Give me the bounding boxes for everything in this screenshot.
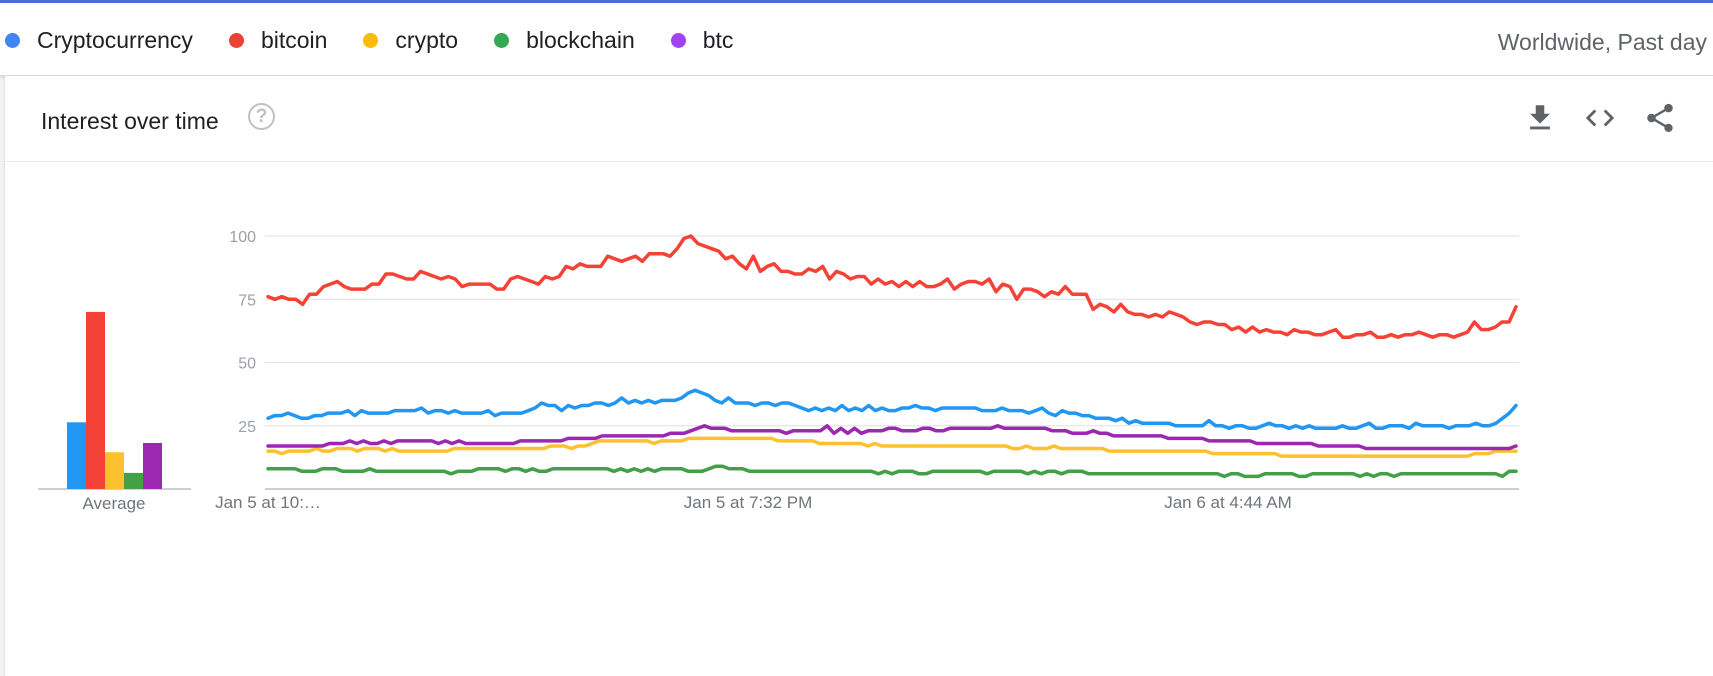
y-tick-label: 75 <box>238 292 256 309</box>
embed-code-icon[interactable] <box>1583 101 1617 135</box>
legend-item-crypto[interactable]: crypto <box>363 25 458 55</box>
legend-dot-icon <box>494 32 510 48</box>
legend-dot-icon <box>363 32 379 48</box>
x-tick-label: Jan 6 at 4:44 AM <box>1164 493 1292 512</box>
series-line-bitcoin <box>266 234 1518 339</box>
series-line-blockchain <box>266 464 1518 479</box>
legend-item-blockchain[interactable]: blockchain <box>494 25 635 55</box>
average-bar-crypto <box>105 452 124 489</box>
download-icon[interactable] <box>1523 101 1557 135</box>
legend-label: btc <box>702 27 734 53</box>
legend: Cryptocurrency bitcoin crypto blockchain… <box>5 25 769 55</box>
legend-label: crypto <box>395 27 459 53</box>
region-timeframe-label[interactable]: Worldwide, Past day <box>1497 29 1707 55</box>
y-tick-label: 50 <box>238 356 256 373</box>
legend-label: blockchain <box>526 27 635 53</box>
average-bar-cryptocurrency <box>67 422 86 489</box>
x-tick-label: Jan 5 at 10:… <box>215 493 321 512</box>
top-accent-bar <box>0 0 1713 3</box>
card-header: Interest over time ? <box>5 76 1713 162</box>
average-bar-btc <box>143 443 162 489</box>
x-tick-label: Jan 5 at 7:32 PM <box>684 493 813 512</box>
legend-item-cryptocurrency[interactable]: Cryptocurrency <box>5 25 193 55</box>
legend-dot-icon <box>670 32 686 48</box>
legend-dot-icon <box>228 32 244 48</box>
chart-area: Average 25 50 75 100 Jan 5 at 10:… Jan 5 at 7:… <box>38 229 1519 513</box>
legend-bar: Cryptocurrency bitcoin crypto blockchain… <box>0 3 1713 76</box>
legend-item-btc[interactable]: btc <box>670 25 734 55</box>
legend-label: bitcoin <box>260 27 328 53</box>
y-tick-label: 25 <box>238 419 256 436</box>
series-line-cryptocurrency <box>266 388 1518 431</box>
legend-item-bitcoin[interactable]: bitcoin <box>228 25 328 55</box>
average-label: Average <box>82 494 145 513</box>
share-icon[interactable] <box>1643 101 1677 135</box>
interest-over-time-card: Interest over time ? Average 25 50 75 100 Jan… <box>5 76 1713 676</box>
legend-label: Cryptocurrency <box>37 27 193 53</box>
average-bar-blockchain <box>124 472 143 489</box>
help-circle-icon[interactable]: ? <box>248 103 275 130</box>
y-tick-label: 100 <box>229 229 256 246</box>
average-bar-bitcoin <box>86 311 105 489</box>
series-line-btc <box>266 424 1518 451</box>
card-title: Interest over time <box>41 108 219 134</box>
legend-dot-icon <box>5 32 20 48</box>
series-line-crypto <box>266 436 1518 458</box>
